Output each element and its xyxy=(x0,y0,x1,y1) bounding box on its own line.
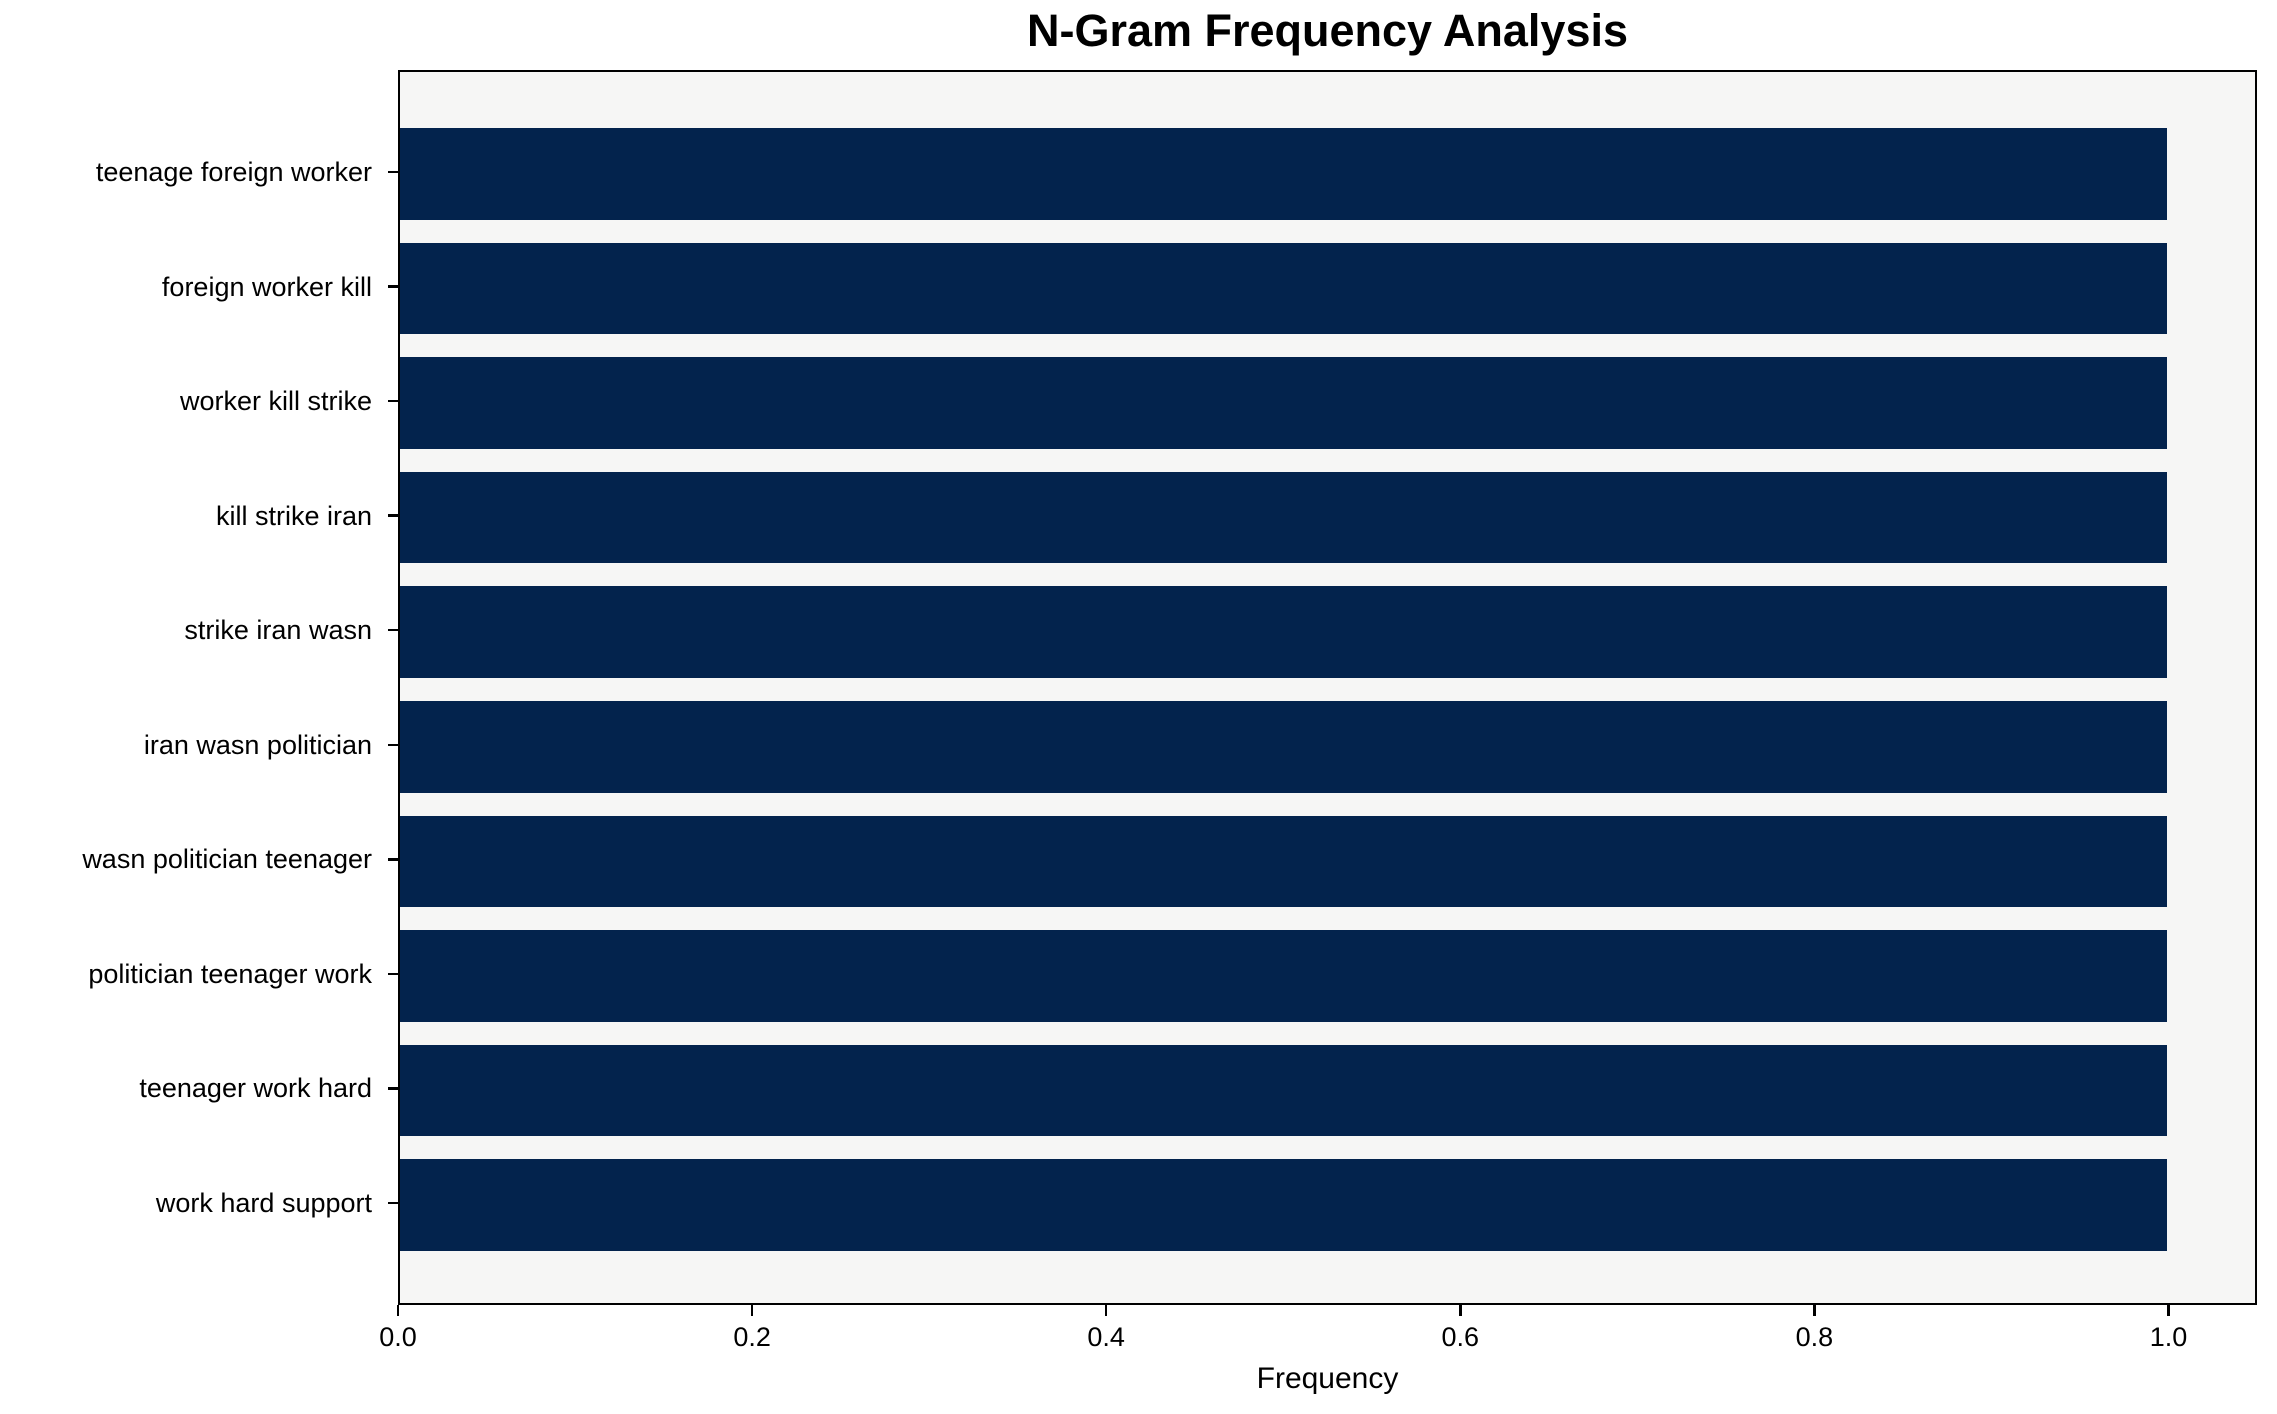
x-tick-label: 0.8 xyxy=(1795,1322,1834,1352)
y-tick-mark xyxy=(388,285,398,288)
y-tick-mark xyxy=(388,972,398,976)
y-tick-mark xyxy=(388,170,398,174)
x-tick-label: 0.6 xyxy=(1441,1322,1480,1352)
bar xyxy=(400,357,2167,449)
chart-title: N-Gram Frequency Analysis xyxy=(1026,5,1629,56)
y-tick-mark xyxy=(388,628,398,632)
x-axis-label: Frequency xyxy=(1256,1362,1399,1395)
y-tick-mark xyxy=(388,514,398,517)
x-tick-label: 1.0 xyxy=(2149,1322,2188,1352)
bar xyxy=(400,930,2167,1022)
y-tick-label: iran wasn politician xyxy=(143,729,372,760)
x-tick-mark xyxy=(396,1305,400,1316)
y-tick-label: politician teenager work xyxy=(88,958,372,989)
bar xyxy=(400,815,2167,908)
bar xyxy=(400,1159,2167,1251)
bar xyxy=(400,242,2167,335)
y-tick-label: worker kill strike xyxy=(179,386,372,417)
x-tick-mark xyxy=(1104,1305,1108,1316)
y-tick-mark xyxy=(388,743,398,747)
bar xyxy=(400,700,2167,793)
y-tick-label: teenage foreign worker xyxy=(95,156,372,187)
x-tick-label: 0.0 xyxy=(379,1322,417,1352)
bar xyxy=(400,471,2167,564)
y-tick-mark xyxy=(388,1087,398,1090)
x-tick-label: 0.4 xyxy=(1087,1322,1125,1352)
x-tick-mark xyxy=(750,1305,754,1316)
y-tick-mark xyxy=(388,1201,398,1205)
y-tick-label: teenager work hard xyxy=(139,1073,372,1104)
y-tick-label: wasn politician teenager xyxy=(82,844,372,875)
x-tick-mark xyxy=(1459,1305,1462,1316)
y-tick-label: foreign worker kill xyxy=(161,271,372,302)
y-tick-label: kill strike iran xyxy=(215,500,372,531)
x-tick-mark xyxy=(1813,1305,1816,1316)
y-tick-mark xyxy=(388,858,398,861)
x-tick-mark xyxy=(2167,1305,2170,1316)
bar xyxy=(400,1044,2167,1137)
bar xyxy=(400,586,2167,679)
bar xyxy=(400,128,2167,220)
plot-area xyxy=(398,70,2257,1305)
y-tick-label: work hard support xyxy=(155,1188,372,1219)
y-tick-label: strike iran wasn xyxy=(184,615,372,646)
x-tick-label: 0.2 xyxy=(733,1322,771,1352)
y-tick-mark xyxy=(388,399,398,403)
